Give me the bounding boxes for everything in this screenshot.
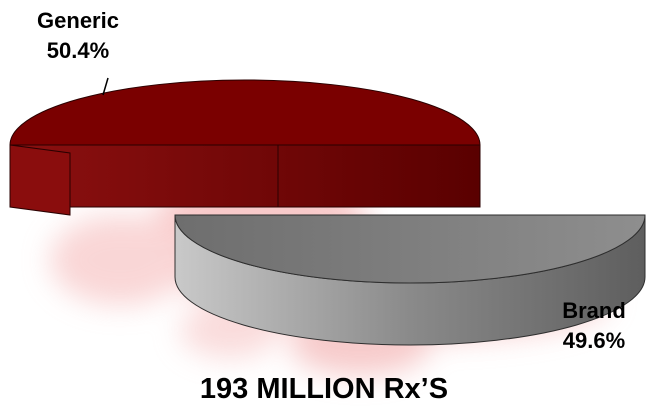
generic-slice-rim <box>9 144 71 216</box>
brand-label: Brand 49.6% <box>540 296 648 356</box>
generic-slice <box>9 79 481 146</box>
generic-leader-line <box>102 77 109 96</box>
generic-value: 50.4% <box>46 38 110 63</box>
generic-slice-side <box>9 144 481 208</box>
brand-value: 49.6% <box>562 328 626 353</box>
brand-category: Brand <box>562 298 626 323</box>
brand-slice <box>174 214 646 284</box>
chart-caption: 193 MILLION Rx’S <box>199 373 449 405</box>
generic-category: Generic <box>37 8 119 33</box>
generic-label: Generic 50.4% <box>18 6 138 66</box>
